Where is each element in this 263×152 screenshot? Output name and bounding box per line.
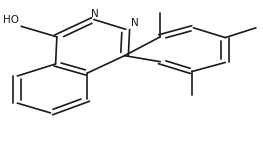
- Text: N: N: [91, 9, 99, 19]
- Text: HO: HO: [3, 15, 19, 25]
- Text: N: N: [131, 18, 139, 28]
